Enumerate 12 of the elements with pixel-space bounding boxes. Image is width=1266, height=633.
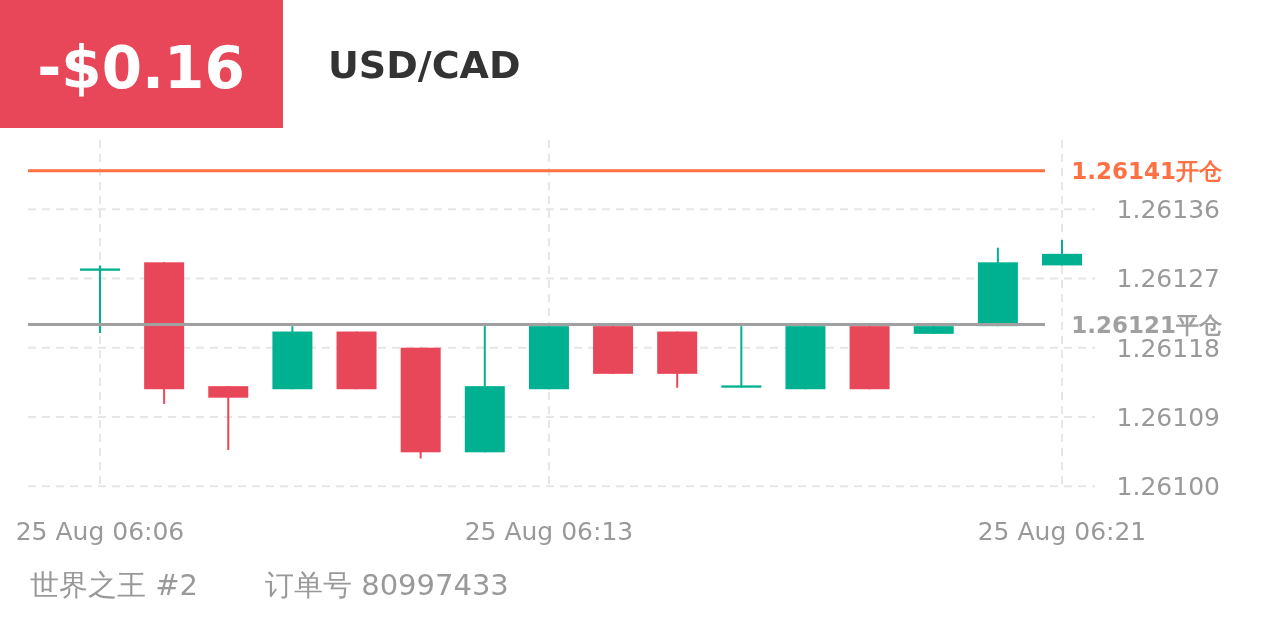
ref-line-label: 1.26141开仓 [1071,157,1223,184]
text: 订单号 80997433 [265,568,509,602]
text: -$0.16 [37,34,245,102]
x-tick-label: 25 Aug 06:13 [464,517,634,546]
y-tick-label: 1.26109 [1116,402,1220,432]
y-tick-label: 1.26100 [1116,472,1220,502]
x-tick-label: 25 Aug 06:06 [15,517,185,546]
y-tick-label: 1.26136 [1116,195,1220,225]
x-tick-label: 25 Aug 06:21 [977,517,1147,546]
chart-title: USD/CAD [328,43,521,87]
text: 世界之王 #2 [30,568,198,602]
y-tick-label: 1.26127 [1116,264,1220,294]
